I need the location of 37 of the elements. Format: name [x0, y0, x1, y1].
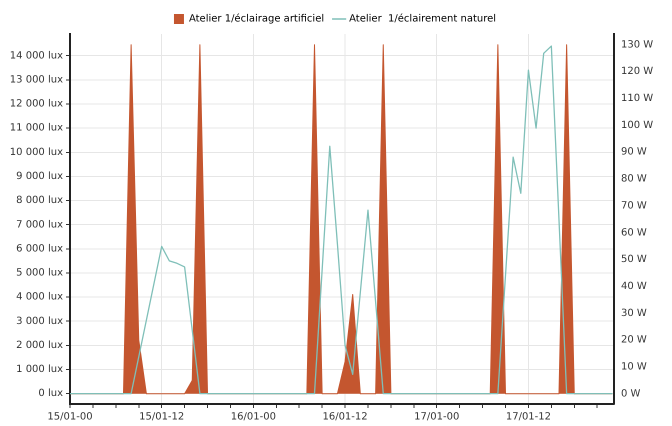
x-tick-label: 17/01-00	[414, 412, 460, 423]
y-tick-label: 6 000 lux	[16, 243, 64, 254]
x-tick-label: 16/01-00	[230, 412, 276, 423]
y2-tick-label: 80 W	[621, 174, 647, 185]
y-tick-label: 3 000 lux	[16, 316, 64, 327]
x-tick-label: 16/01-12	[322, 412, 368, 423]
y2-tick-label: 120 W	[621, 66, 654, 78]
y-tick-label: 12 000 lux	[10, 98, 64, 110]
y-tick-label: 1 000 lux	[16, 364, 64, 376]
y-tick-label: 5 000 lux	[16, 268, 64, 279]
legend-label: Atelier 1/éclairage artificiel	[188, 14, 324, 25]
y2-tick-label: 110 W	[621, 93, 654, 104]
y-tick-label: 2 000 lux	[16, 340, 64, 351]
x-tick-label: 17/01-12	[506, 412, 552, 423]
y-tick-label: 4 000 lux	[16, 292, 64, 303]
y2-tick-label: 10 W	[621, 362, 647, 373]
y-tick-label: 13 000 lux	[10, 74, 64, 86]
y-tick-label: 0 lux	[38, 388, 64, 400]
y2-tick-label: 100 W	[621, 120, 654, 131]
y2-tick-label: 40 W	[621, 280, 647, 292]
y-tick-label: 8 000 lux	[16, 195, 64, 206]
y2-tick-label: 130 W	[621, 39, 654, 50]
y2-tick-label: 50 W	[621, 254, 647, 266]
x-tick-label: 15/01-00	[47, 412, 93, 423]
y2-tick-label: 60 W	[621, 227, 647, 238]
y2-tick-label: 0 W	[621, 388, 641, 400]
y-tick-label: 11 000 lux	[10, 122, 64, 134]
x-tick-label: 15/01-12	[139, 412, 184, 423]
y2-tick-label: 90 W	[621, 146, 647, 158]
y2-tick-label: 70 W	[621, 200, 647, 212]
y-tick-label: 10 000 lux	[10, 146, 64, 158]
y-tick-label: 14 000 lux	[10, 50, 64, 62]
y-tick-label: 9 000 lux	[16, 170, 64, 182]
y2-tick-label: 20 W	[621, 334, 647, 346]
legend-label: Atelier 1/éclairement naturel	[349, 14, 496, 25]
y-tick-label: 7 000 lux	[16, 219, 64, 230]
y2-tick-label: 30 W	[621, 308, 647, 319]
